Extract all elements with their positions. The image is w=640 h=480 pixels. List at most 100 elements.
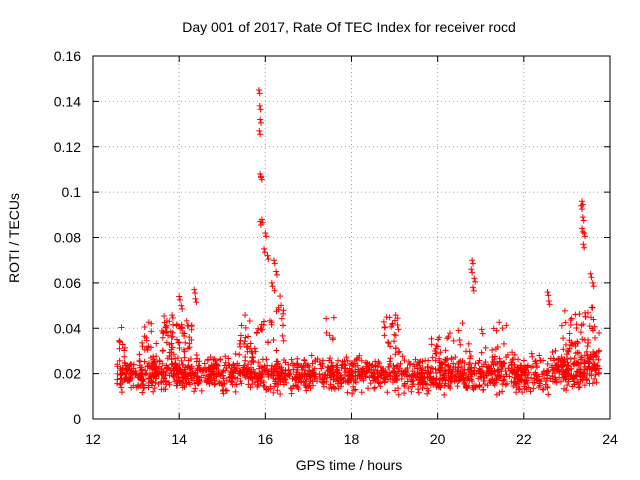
data-point	[331, 385, 338, 392]
data-point	[446, 367, 453, 374]
data-point	[251, 370, 258, 377]
data-point	[348, 361, 355, 368]
data-point	[145, 360, 152, 367]
data-point-peak	[544, 288, 551, 295]
data-point	[210, 363, 217, 370]
data-point	[295, 375, 302, 382]
data-point	[211, 381, 218, 388]
data-point	[121, 360, 128, 367]
data-point-peak	[578, 206, 585, 213]
data-point	[496, 319, 503, 326]
data-point	[240, 370, 247, 377]
data-point	[420, 375, 427, 382]
data-point	[341, 371, 348, 378]
data-point	[541, 375, 548, 382]
data-point	[583, 348, 590, 355]
data-point	[565, 367, 572, 374]
data-point	[465, 361, 472, 368]
data-point	[398, 369, 405, 376]
axis-ticks	[92, 55, 611, 420]
data-point	[476, 382, 483, 389]
axis-tick-labels: 12 14 16 18 20 22 24 0 0.02 0.04 0.06 0.08 0.1 0.12 0.…	[54, 48, 618, 447]
data-point	[566, 337, 573, 344]
data-point	[183, 380, 190, 387]
data-point	[549, 349, 556, 356]
data-point	[395, 391, 402, 398]
data-point	[248, 375, 255, 382]
data-point	[358, 389, 365, 396]
data-point	[244, 373, 251, 380]
data-point	[142, 367, 149, 374]
data-point	[130, 368, 137, 375]
data-point	[222, 367, 229, 374]
data-point-peak	[177, 296, 184, 303]
data-point	[279, 332, 286, 339]
data-point	[328, 363, 335, 370]
x-tick-label: 12	[85, 431, 101, 447]
data-point	[298, 363, 305, 370]
data-point	[489, 354, 496, 361]
data-point	[116, 345, 123, 352]
x-tick-label: 18	[344, 431, 360, 447]
data-point-peak	[469, 269, 476, 276]
data-point	[190, 372, 197, 379]
data-point	[574, 340, 581, 347]
data-point	[180, 361, 187, 368]
data-point	[562, 376, 569, 383]
data-point	[116, 339, 123, 346]
data-point	[242, 312, 249, 319]
data-point	[436, 334, 443, 341]
data-point-peak	[268, 279, 275, 286]
data-point	[118, 389, 125, 396]
x-tick-label: 22	[516, 431, 532, 447]
data-point	[181, 348, 188, 355]
data-point	[415, 389, 422, 396]
data-point	[480, 386, 487, 393]
data-point	[511, 351, 518, 358]
data-point	[576, 383, 583, 390]
data-point	[385, 340, 392, 347]
data-point	[558, 371, 565, 378]
data-point	[229, 375, 236, 382]
data-point	[483, 367, 490, 374]
data-point	[544, 383, 551, 390]
data-point	[271, 383, 278, 390]
data-point	[171, 378, 178, 385]
data-point	[145, 374, 152, 381]
data-point	[338, 379, 345, 386]
data-point	[419, 369, 426, 376]
data-point	[358, 357, 365, 364]
data-point	[589, 380, 596, 387]
data-point	[181, 354, 188, 361]
data-point	[562, 368, 569, 375]
data-point-peak	[258, 176, 265, 183]
data-point-peak	[269, 283, 276, 290]
data-point	[236, 351, 243, 358]
data-point	[266, 317, 273, 324]
data-point	[127, 361, 134, 368]
data-point	[394, 362, 401, 369]
data-point	[327, 369, 334, 376]
data-point-peak	[257, 218, 264, 225]
data-point	[544, 375, 551, 382]
data-point	[437, 349, 444, 356]
data-point	[401, 383, 408, 390]
data-point	[117, 375, 124, 382]
data-point	[333, 362, 340, 369]
data-point	[453, 373, 460, 380]
data-point	[562, 375, 569, 382]
data-point	[441, 368, 448, 375]
data-point	[249, 350, 256, 357]
data-point	[450, 337, 457, 344]
data-point	[438, 360, 445, 367]
data-point	[179, 382, 186, 389]
data-point	[471, 364, 478, 371]
data-points	[114, 87, 603, 398]
data-point-peak	[191, 286, 198, 293]
data-point	[225, 362, 232, 369]
data-point	[442, 347, 449, 354]
data-point	[391, 331, 398, 338]
data-point	[232, 374, 239, 381]
data-point	[264, 339, 271, 346]
data-point	[232, 388, 239, 395]
